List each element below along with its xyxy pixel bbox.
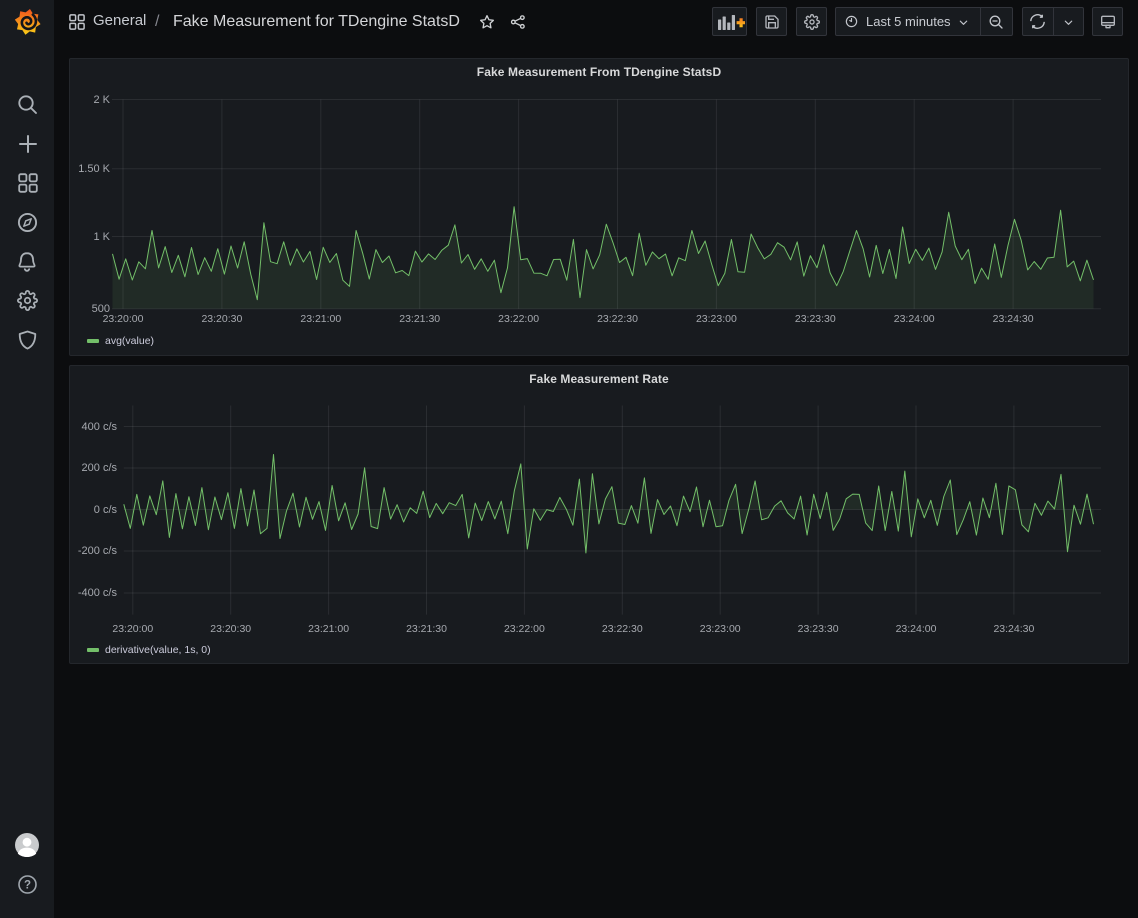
svg-text:?: ? bbox=[24, 880, 31, 892]
